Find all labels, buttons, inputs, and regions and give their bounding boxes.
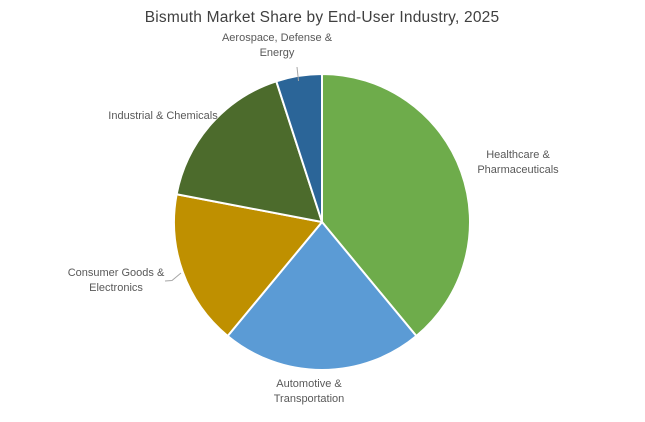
pie-slice-1[interactable] bbox=[226, 221, 418, 371]
pie-slice-4[interactable] bbox=[275, 73, 323, 223]
slice-label-automotive-transportation: Automotive & Transportation bbox=[273, 378, 345, 405]
pie-slices bbox=[173, 73, 472, 371]
leader-line-aerospace bbox=[296, 66, 299, 82]
slice-label-industrial-chemicals: Industrial & Chemicals bbox=[108, 110, 218, 122]
slice-label-consumer-goods-electronics: Consumer Goods & Electronics bbox=[67, 267, 165, 294]
chart-title: Bismuth Market Share by End-User Industr… bbox=[144, 9, 500, 26]
slice-label-aerospace-defense-energy: Aerospace, Defense & Energy bbox=[221, 32, 333, 59]
leader-line-consumer bbox=[164, 272, 182, 282]
pie-slice-0[interactable] bbox=[321, 73, 472, 338]
pie-slice-2[interactable] bbox=[173, 193, 323, 338]
slice-label-healthcare-pharmaceuticals: Healthcare & Pharmaceuticals bbox=[477, 149, 559, 176]
pie-slice-3[interactable] bbox=[175, 80, 323, 223]
